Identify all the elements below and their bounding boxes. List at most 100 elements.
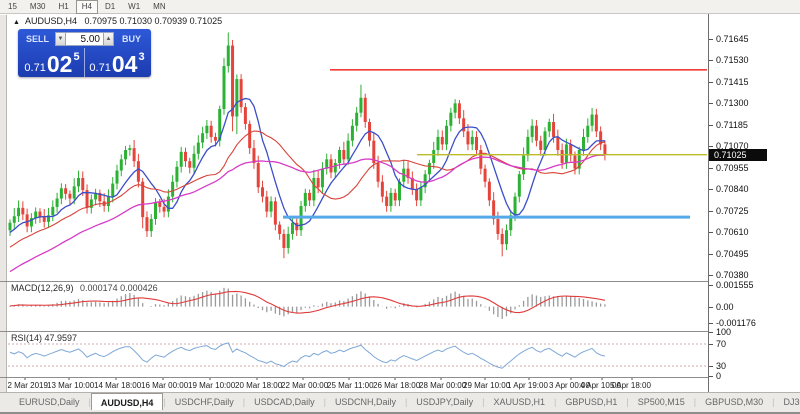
price-tick-dash (709, 210, 713, 212)
macd-values: 0.000174 0.000426 (80, 283, 158, 293)
rsi-panel-separator[interactable] (0, 331, 800, 332)
chart-tab-audusd-h4[interactable]: AUDUSD,H4 (90, 393, 164, 410)
svg-text:5 Apr 18:00: 5 Apr 18:00 (610, 381, 651, 390)
buy-price[interactable]: 0.71 04 3 (85, 48, 149, 77)
macd-tick-label: 0.001555 (716, 280, 754, 290)
tab-separator: | (772, 397, 775, 407)
price-tick-dash (709, 124, 713, 126)
timeframe-button-h4[interactable]: H4 (75, 0, 98, 14)
rsi-tick-dash (709, 376, 713, 377)
macd-panel-separator[interactable] (0, 281, 800, 282)
rsi-tick-dash (709, 366, 713, 367)
rsi-indicator-label: RSI(14) 47.9597 (11, 333, 77, 343)
svg-text:28 Mar 00:00: 28 Mar 00:00 (419, 381, 467, 390)
price-tick-label: 0.70610 (716, 227, 749, 238)
chart-tab-xauusd-h1[interactable]: XAUUSD,H1 (493, 397, 546, 407)
price-tick-dash (709, 60, 713, 62)
timeframe-button-mn[interactable]: MN (153, 1, 166, 11)
price-tick-label: 0.71185 (716, 119, 748, 130)
price-tick-dash (709, 81, 713, 83)
svg-text:1 Apr 19:00: 1 Apr 19:00 (507, 381, 548, 390)
ma-slow-line (9, 154, 605, 273)
symbol-name: AUDUSD,H4 (24, 16, 77, 26)
svg-text:4 Apr 10:00: 4 Apr 10:00 (580, 381, 621, 390)
chart-tab-usdjpy-daily[interactable]: USDJPY,Daily (416, 397, 474, 407)
timeframe-button-h1[interactable]: H1 (58, 1, 69, 11)
timeframe-button-w1[interactable]: W1 (128, 1, 141, 11)
chart-tab-usdchf-daily[interactable]: USDCHF,Daily (174, 397, 234, 407)
chart-tab-bar: EURUSD,Daily | AUDUSD,H4 | USDCHF,Daily | USDC… (0, 392, 800, 412)
chart-tab-sp500-m15[interactable]: SP500,M15 (637, 397, 685, 407)
ma-fast-line (9, 97, 605, 233)
tab-separator: | (163, 397, 166, 407)
timeframe-button-15[interactable]: 15 (8, 1, 17, 11)
svg-text:29 Mar 10:00: 29 Mar 10:00 (463, 381, 511, 390)
price-tick-label: 0.71070 (716, 141, 749, 152)
timeframe-button-d1[interactable]: D1 (104, 1, 116, 11)
chart-tab-eurusd-daily[interactable]: EURUSD,Daily (19, 397, 80, 407)
symbol-ohlc-line: ▲ AUDUSD,H4 0.70975 0.71030 0.70939 0.71… (13, 16, 222, 26)
macd-tick-dash (709, 306, 713, 308)
window-left-border (0, 15, 7, 392)
chart-tab-gbpusd-m30[interactable]: GBPUSD,M30 (705, 397, 764, 407)
buy-button[interactable]: BUY (121, 34, 141, 44)
sell-button[interactable]: SELL (25, 34, 49, 44)
tab-separator: | (88, 397, 91, 407)
ma-mid-line (9, 130, 606, 248)
price-scale[interactable]: 0.71645 0.71530 0.71415 0.71300 0.71185 0.710… (708, 14, 800, 392)
time-axis-separator (0, 377, 800, 378)
price-tick-label: 0.71645 (716, 34, 749, 44)
sell-price-prefix: 0.71 (24, 62, 46, 74)
chart-canvas[interactable]: 12 Mar 2019 13 Mar 10:00 14 Mar 18:00 16 Ma… (0, 14, 708, 392)
rsi-line (9, 342, 606, 369)
svg-text:14 Mar 18:00: 14 Mar 18:00 (94, 381, 142, 390)
chart-tab-usdcad-daily[interactable]: USDCAD,Daily (254, 397, 315, 407)
symbol-ohlc-values: 0.70975 0.71030 0.70939 0.71025 (84, 16, 223, 26)
price-tick-label: 0.71415 (716, 76, 749, 87)
macd-tick-label: -0.001176 (716, 317, 756, 328)
rsi-tick-label: 0 (716, 371, 722, 381)
price-tick-dash (709, 146, 713, 148)
chart-tab-usdcnh-daily[interactable]: USDCNH,Daily (334, 397, 396, 407)
price-tick-dash (709, 39, 713, 40)
volume-decrease-button[interactable]: ▼ (55, 32, 66, 46)
macd-signal-line (9, 290, 606, 314)
svg-text:12 Mar 2019: 12 Mar 2019 (3, 381, 48, 390)
volume-input[interactable] (66, 32, 103, 46)
macd-indicator-label: MACD(12,26,9) 0.000174 0.000426 (11, 283, 158, 293)
price-tick-label: 0.70955 (716, 162, 749, 173)
tab-separator: | (482, 397, 485, 407)
timeframe-toolbar: 15 M30 H1 H4 D1 W1 MN (0, 0, 800, 14)
sell-price[interactable]: 0.71 02 5 (20, 48, 85, 77)
price-tick-label: 0.70725 (716, 205, 749, 216)
rsi-tick-label: 100 (716, 327, 732, 337)
rsi-tick-dash (709, 344, 713, 345)
tab-separator: | (242, 397, 246, 407)
tab-separator: | (626, 397, 629, 407)
buy-price-big-digits: 04 (111, 51, 138, 77)
price-tick-label: 0.70495 (716, 248, 749, 259)
chart-tab-gbpusd-h1[interactable]: GBPUSD,H1 (565, 397, 618, 407)
volume-stepper: ▼ ▲ (55, 32, 114, 46)
timeframe-button-m30[interactable]: M30 (29, 1, 46, 11)
current-price-tag: 0.71025 (709, 148, 767, 161)
buy-price-prefix: 0.71 (89, 62, 111, 74)
rsi-tick-label: 70 (716, 339, 727, 349)
price-tick-dash (709, 103, 713, 105)
sell-price-pip-digit: 5 (73, 51, 80, 63)
macd-tick-dash (709, 322, 713, 324)
one-click-trade-widget: SELL ▼ ▲ BUY 0.71 02 5 0.71 04 3 (18, 29, 151, 77)
volume-increase-button[interactable]: ▲ (103, 32, 114, 46)
time-axis[interactable]: 12 Mar 2019 13 Mar 10:00 14 Mar 18:00 16 Ma… (3, 377, 651, 390)
chart-background (0, 15, 800, 392)
chart-tab-dj30-h4[interactable]: DJ30,H4 (783, 397, 800, 407)
price-tick-dash (709, 253, 713, 255)
rsi-tick-label: 30 (716, 361, 727, 371)
price-tick-dash (709, 232, 713, 234)
rsi-name: RSI(14) 47.9597 (11, 333, 78, 343)
svg-text:26 Mar 18:00: 26 Mar 18:00 (373, 381, 421, 390)
svg-text:16 Mar 00:00: 16 Mar 00:00 (141, 381, 189, 390)
macd-tick-label: 0.00 (716, 301, 734, 312)
svg-text:22 Mar 00:00: 22 Mar 00:00 (281, 381, 329, 390)
